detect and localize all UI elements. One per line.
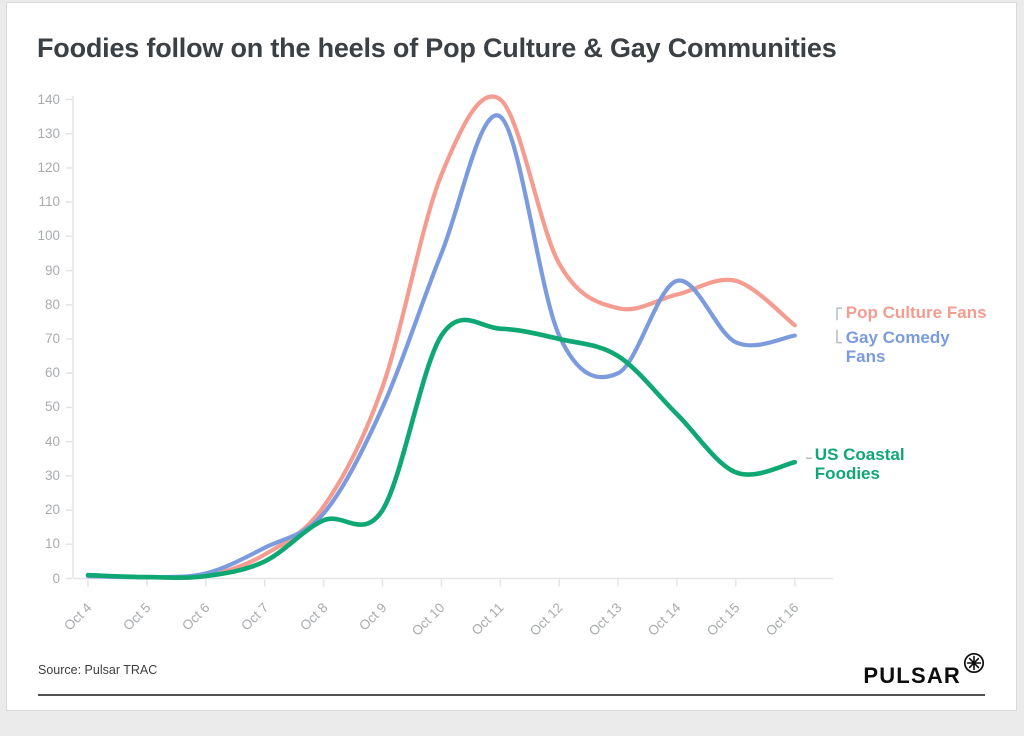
y-axis-label: 30 [44, 467, 60, 483]
y-axis-label: 120 [37, 159, 60, 175]
footer-divider [38, 694, 985, 696]
y-axis-label: 110 [38, 194, 60, 210]
y-axis-label: 90 [44, 262, 60, 278]
y-axis-label: 0 [52, 570, 60, 586]
pulsar-logo: PULSAR [860, 652, 985, 688]
y-axis-label: 60 [44, 365, 60, 381]
y-axis-label: 140 [37, 91, 60, 107]
starburst-icon [963, 652, 985, 674]
y-axis-label: 70 [44, 331, 60, 346]
y-axis-label: 20 [44, 502, 60, 518]
y-axis-label: 50 [44, 399, 60, 415]
source-caption: Source: Pulsar TRAC [38, 663, 158, 677]
pulsar-wordmark: PULSAR [863, 663, 961, 688]
y-axis-label: 40 [44, 433, 60, 449]
series-connector [836, 329, 842, 344]
page-title: Foodies follow on the heels of Pop Cultu… [37, 33, 837, 63]
series-label-pop-culture-fans: Pop Culture Fans [845, 303, 987, 323]
y-axis-label: 80 [44, 296, 60, 312]
y-axis-label: 130 [37, 125, 60, 141]
series-line-us-coastal-foodies [85, 317, 798, 580]
series-label-gay-comedy-fans: Gay Comedy Fans [845, 327, 950, 366]
y-axis-label: 10 [44, 536, 60, 552]
series-connector [836, 307, 842, 321]
series-line-gay-comedy-fans [85, 113, 797, 580]
y-axis-label: 100 [37, 228, 60, 244]
series-label-us-coastal-foodies: US Coastal Foodies [814, 445, 905, 484]
series-line-pop-culture-fans [85, 94, 797, 580]
